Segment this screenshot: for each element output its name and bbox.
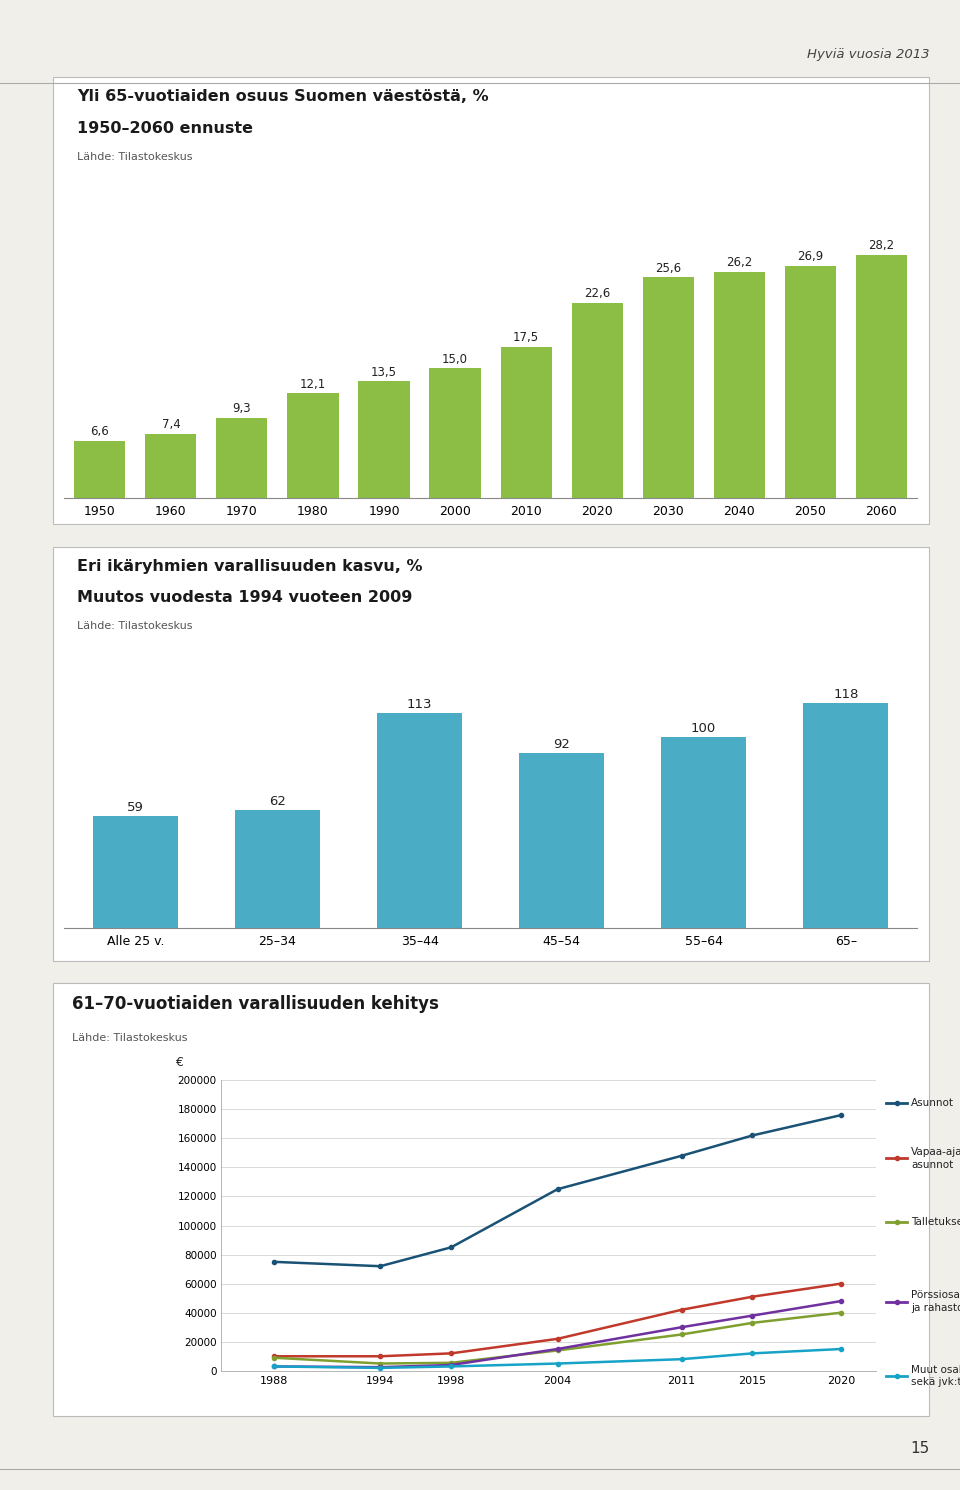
Bar xyxy=(216,417,268,498)
Text: Muut osakkeet
sekä jvk:t: Muut osakkeet sekä jvk:t xyxy=(911,1365,960,1387)
Text: 13,5: 13,5 xyxy=(371,365,397,378)
Bar xyxy=(519,752,604,928)
Text: 28,2: 28,2 xyxy=(868,240,895,252)
Text: Asunnot: Asunnot xyxy=(911,1098,954,1109)
Text: 26,2: 26,2 xyxy=(726,256,753,270)
Text: 118: 118 xyxy=(833,688,858,702)
Text: 6,6: 6,6 xyxy=(90,425,109,438)
Bar xyxy=(235,811,320,928)
Text: 59: 59 xyxy=(127,800,144,814)
Text: Muutos vuodesta 1994 vuoteen 2009: Muutos vuodesta 1994 vuoteen 2009 xyxy=(77,590,412,605)
Text: Lähde: Tilastokeskus: Lähde: Tilastokeskus xyxy=(72,1033,187,1043)
Text: Lähde: Tilastokeskus: Lähde: Tilastokeskus xyxy=(77,152,192,162)
Bar xyxy=(377,712,462,928)
Bar xyxy=(571,302,623,498)
Bar xyxy=(145,434,197,498)
Text: 92: 92 xyxy=(553,738,570,751)
Bar xyxy=(804,703,888,928)
Text: 7,4: 7,4 xyxy=(161,419,180,431)
Text: 22,6: 22,6 xyxy=(584,288,611,301)
Text: 26,9: 26,9 xyxy=(797,250,824,264)
Text: 1950–2060 ennuste: 1950–2060 ennuste xyxy=(77,121,252,136)
Bar xyxy=(287,393,339,498)
Text: 113: 113 xyxy=(407,697,432,711)
Text: Hyviä vuosia 2013: Hyviä vuosia 2013 xyxy=(806,48,929,61)
Text: Eri ikäryhmien varallisuuden kasvu, %: Eri ikäryhmien varallisuuden kasvu, % xyxy=(77,559,422,574)
Bar xyxy=(661,738,746,928)
Text: Lähde: Tilastokeskus: Lähde: Tilastokeskus xyxy=(77,621,192,632)
Text: 9,3: 9,3 xyxy=(232,402,252,414)
Text: 100: 100 xyxy=(691,723,716,736)
Text: Vapaa-ajan
asunnot: Vapaa-ajan asunnot xyxy=(911,1147,960,1170)
Bar xyxy=(500,347,552,498)
Text: 15: 15 xyxy=(910,1441,929,1456)
Text: €: € xyxy=(175,1055,182,1068)
Bar xyxy=(784,265,836,498)
Bar xyxy=(429,368,481,498)
Bar xyxy=(93,815,178,928)
Text: 17,5: 17,5 xyxy=(513,331,540,344)
Bar xyxy=(642,277,694,498)
Text: 15,0: 15,0 xyxy=(442,353,468,367)
Bar xyxy=(855,255,907,498)
Text: Pörssiosakkeet
ja rahastot: Pörssiosakkeet ja rahastot xyxy=(911,1290,960,1313)
Text: Talletukset: Talletukset xyxy=(911,1216,960,1226)
Text: Yli 65-vuotiaiden osuus Suomen väestöstä, %: Yli 65-vuotiaiden osuus Suomen väestöstä… xyxy=(77,89,489,104)
Bar xyxy=(713,273,765,498)
Text: 25,6: 25,6 xyxy=(655,262,682,274)
Text: 12,1: 12,1 xyxy=(300,378,326,390)
Text: 61–70-vuotiaiden varallisuuden kehitys: 61–70-vuotiaiden varallisuuden kehitys xyxy=(72,995,439,1013)
Bar xyxy=(358,381,410,498)
Bar xyxy=(74,441,126,498)
Text: 62: 62 xyxy=(269,796,286,808)
